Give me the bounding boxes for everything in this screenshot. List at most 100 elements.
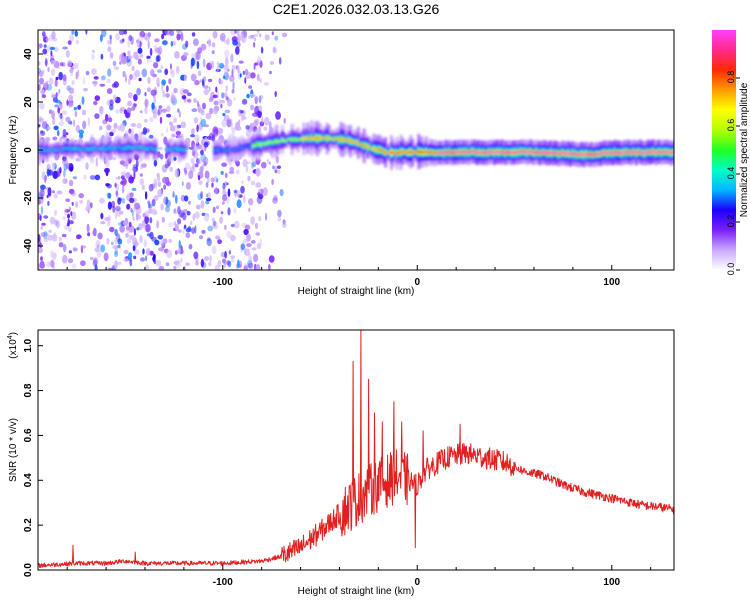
spectrogram-noise-blob [131, 209, 134, 218]
spectrogram-noise-blob [127, 50, 131, 56]
spectrogram-noise-blob [82, 120, 87, 130]
spectrogram-ridge-cell [462, 150, 465, 153]
spectrogram-noise-blob [71, 201, 74, 206]
spectrogram-noise-blob [38, 77, 45, 85]
spectrogram-ridge-cell [640, 152, 644, 154]
spectrogram-ridge-cell [141, 146, 144, 149]
spectrogram-ridge-cell [232, 148, 236, 151]
spectrogram-noise-blob [138, 77, 142, 82]
spectrogram-noise-blob [90, 256, 94, 261]
spectrogram-noise-blob [209, 255, 212, 262]
spectrogram-noise-blob [139, 257, 146, 262]
spectrogram-noise-blob [100, 244, 106, 253]
spectrogram-noise-blob [121, 198, 126, 204]
spectrogram-noise-blob [70, 211, 73, 217]
spectrogram-noise-blob [164, 30, 171, 36]
spectrogram-ridge-cell [150, 147, 154, 150]
spectrogram-noise-blob [220, 211, 224, 215]
spectrogram-noise-blob [231, 89, 235, 94]
spectrogram-noise-blob [175, 131, 181, 136]
snr-y-tick-label: 0.6 [23, 428, 34, 442]
spectrogram-ridge-cell [236, 148, 240, 151]
spectrogram-ridge-cell [427, 151, 430, 154]
spectrogram-noise-blob [109, 51, 114, 59]
spectrogram-ridge-cell [176, 148, 179, 150]
spectrogram-noise-blob [196, 101, 200, 107]
spectrogram-noise-blob [233, 190, 238, 194]
spectrogram-noise-blob [107, 68, 112, 77]
spectrogram-noise-blob [98, 105, 104, 115]
spectrogram-noise-blob [67, 226, 72, 232]
spectrogram-noise-blob [70, 191, 76, 197]
spectrogram-noise-blob [209, 96, 214, 103]
spectrogram-noise-blob [271, 178, 274, 185]
spectrogram-noise-blob [275, 156, 280, 164]
snr-y-tick-label: 0.4 [23, 473, 34, 487]
spectrogram-noise-blob [209, 107, 214, 115]
spectrogram-noise-blob [226, 98, 233, 107]
spectrogram-noise-blob [112, 205, 116, 213]
spectrogram-ridge-cell [117, 145, 121, 149]
spectrogram-noise-blob [174, 168, 179, 178]
spectrogram-noise-blob [224, 56, 229, 66]
spectrogram-ridge-cell [543, 151, 547, 153]
spectrogram-noise-blob [180, 194, 186, 202]
spectrogram-noise-blob [220, 251, 226, 258]
spectrogram-noise-blob [41, 69, 45, 74]
spectrogram-noise-blob [93, 257, 99, 266]
spectrogram-ridge-cell [549, 151, 553, 154]
spectrogram-noise-blob [226, 118, 233, 124]
spectrogram-noise-blob [268, 255, 275, 263]
spectrogram-noise-blob [169, 121, 173, 126]
spectrogram-ridge-cell [629, 152, 633, 155]
spectrogram-ridge-cell [222, 149, 226, 152]
spectrogram-noise-blob [220, 103, 223, 109]
spectrogram-noise-blob [160, 239, 165, 247]
spectrogram-noise-blob [176, 66, 180, 74]
spectrogram-noise-blob [152, 73, 158, 78]
spectrogram-noise-blob [233, 126, 238, 130]
spectrogram-noise-blob [139, 53, 144, 58]
spectrogram-ridge-cell [263, 142, 267, 145]
spectrogram-noise-blob [48, 77, 54, 86]
spectrogram-noise-blob [269, 70, 272, 75]
spectrogram-noise-blob [231, 64, 236, 71]
spectrogram-ridge-cell [578, 153, 582, 156]
spectrogram-noise-blob [42, 48, 48, 55]
spectrogram-y-axis-label: Frequency (Hz) [8, 116, 19, 185]
spectrogram-noise-blob [248, 85, 253, 89]
spectrogram-noise-blob [108, 117, 113, 123]
spectrogram-noise-blob [207, 177, 210, 184]
spectrogram-noise-blob [231, 68, 234, 77]
spectrogram-noise-blob [100, 221, 106, 225]
spectrogram-noise-blob [80, 260, 86, 267]
spectrogram-ridge-cell [477, 151, 481, 153]
spectrogram-noise-blob [109, 226, 115, 233]
spectrogram-noise-blob [229, 74, 235, 82]
spectrogram-noise-blob [254, 62, 259, 66]
spectrogram-noise-blob [196, 60, 200, 70]
spectrogram-noise-blob [115, 176, 120, 180]
spectrogram-ridge-cell [59, 147, 63, 150]
spectrogram-noise-blob [186, 98, 192, 103]
spectrogram-noise-blob [269, 61, 274, 65]
spectrogram-noise-blob [62, 159, 68, 166]
spectrogram-noise-blob [190, 57, 195, 67]
spectrogram-noise-blob [71, 211, 77, 220]
spectrogram-noise-blob [68, 94, 74, 102]
spectrogram-ridge-cell [129, 146, 133, 149]
spectrogram-noise-blob [149, 59, 152, 63]
spectrogram-noise-blob [123, 30, 127, 35]
spectrogram-noise-blob [186, 92, 192, 97]
spectrogram-noise-blob [200, 43, 207, 51]
spectrogram-ridge-cell [613, 150, 617, 153]
spectrogram-noise-blob [272, 197, 278, 204]
spectrogram-noise-blob [117, 244, 121, 249]
spectrogram-ridge-cell [277, 140, 280, 143]
spectrogram-noise-blob [47, 67, 50, 72]
spectrogram-ridge-cell [572, 152, 576, 155]
spectrogram-noise-blob [121, 177, 127, 186]
spectrogram-ridge-cell [471, 150, 475, 153]
spectrogram-noise-blob [110, 128, 117, 134]
spectrogram-noise-blob [77, 69, 80, 78]
